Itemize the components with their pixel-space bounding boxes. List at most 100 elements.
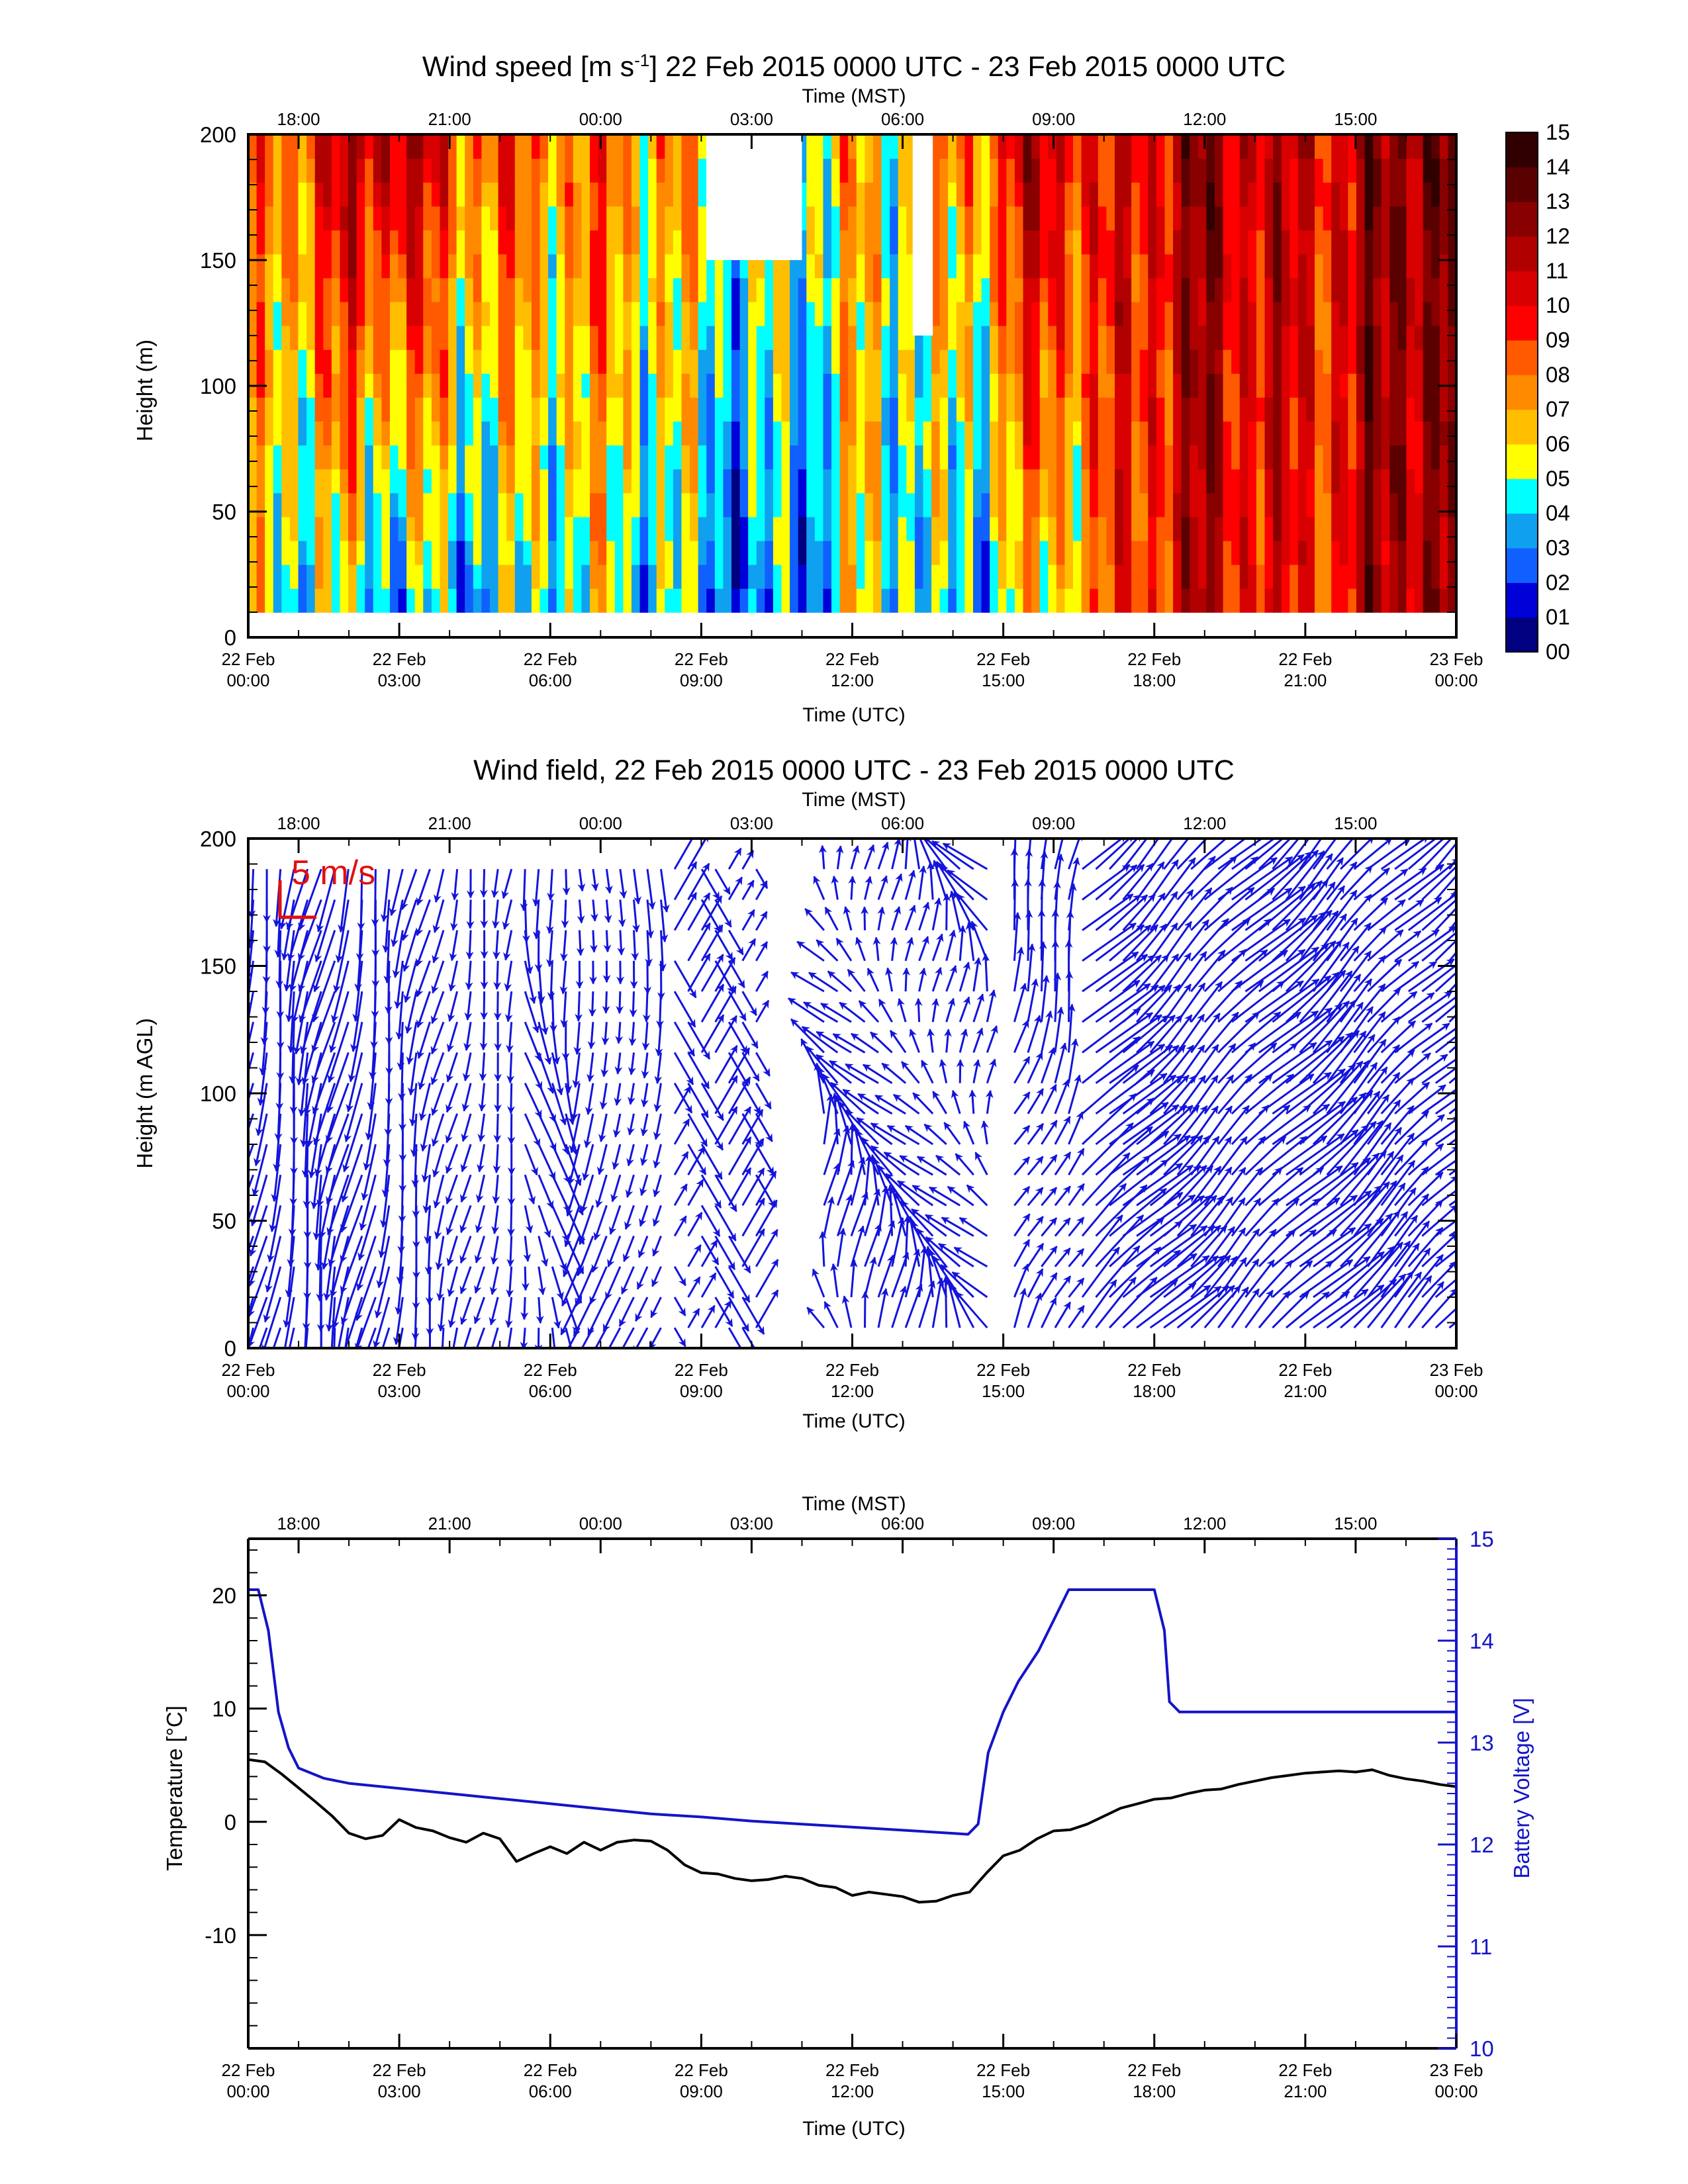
wind-vector — [959, 961, 970, 992]
heat-cell — [1039, 445, 1049, 470]
wind-vector — [1421, 1058, 1456, 1084]
wind-vector — [955, 1291, 988, 1329]
wind-vector — [836, 1228, 847, 1267]
heat-cell — [848, 397, 857, 422]
heat-cell — [956, 516, 966, 541]
wind-vector — [460, 1144, 472, 1173]
heat-cell — [814, 564, 824, 589]
heat-cell — [1315, 277, 1324, 302]
heat-cell — [790, 492, 799, 518]
wind-vector — [1421, 1232, 1456, 1267]
heat-cell — [790, 564, 799, 589]
heat-cell — [273, 540, 283, 565]
heat-cell — [606, 588, 616, 613]
heat-cell — [431, 421, 441, 446]
heat-cell — [365, 182, 374, 207]
wind-vector — [755, 1289, 779, 1328]
wind-vector — [832, 1033, 866, 1054]
wind-vector — [1217, 1227, 1246, 1267]
heat-cell — [1281, 421, 1291, 446]
heat-cell — [1331, 182, 1340, 207]
wind-vector — [1231, 839, 1276, 870]
wind-vector — [329, 991, 350, 1053]
heat-cell — [931, 469, 941, 494]
heat-cell — [348, 301, 357, 326]
heat-cell — [1164, 540, 1174, 565]
wind-vector — [1109, 1043, 1166, 1084]
heat-cell — [1081, 253, 1091, 279]
wind-vector — [1217, 918, 1272, 962]
wind-vector — [919, 839, 934, 870]
heat-cell — [590, 421, 599, 446]
heat-cell — [981, 421, 990, 446]
wind-vector — [1380, 1105, 1415, 1145]
wind-vector — [925, 1236, 961, 1267]
heat-cell — [1006, 516, 1015, 541]
heat-cell — [314, 325, 324, 350]
heat-cell — [723, 564, 732, 589]
heat-cell — [389, 516, 399, 541]
heat-cell — [448, 397, 457, 422]
heat-cell — [389, 277, 399, 302]
heat-cell — [1006, 301, 1015, 326]
wind-vector — [524, 1021, 541, 1062]
wind-vector — [1054, 1248, 1071, 1267]
wind-vector — [589, 1266, 608, 1305]
heat-cell — [1106, 349, 1115, 374]
heat-cell — [1206, 588, 1215, 613]
heat-cell — [1131, 516, 1141, 541]
heat-cell — [1431, 445, 1440, 470]
heat-cell — [990, 373, 999, 398]
wind-vector — [986, 1025, 998, 1053]
heat-cell — [573, 253, 583, 279]
x-tick-label-date: 22 Feb — [524, 649, 577, 669]
heat-cell — [665, 158, 674, 183]
heat-cell — [990, 230, 999, 255]
heat-cell — [314, 182, 324, 207]
heat-cell — [490, 182, 499, 207]
wind-vector — [491, 1205, 500, 1235]
heat-cell — [581, 421, 590, 446]
wind-vector — [1272, 1071, 1332, 1115]
heat-cell — [748, 397, 757, 422]
wind-vector — [341, 1144, 363, 1203]
wind-vector — [687, 1146, 706, 1175]
heat-cell — [598, 588, 608, 613]
heat-cell — [1215, 301, 1224, 326]
heat-cell — [681, 277, 690, 302]
heat-cell — [1406, 301, 1415, 326]
wind-vector — [1163, 1255, 1219, 1298]
heat-cell — [1273, 349, 1282, 374]
wind-vector — [1109, 954, 1155, 993]
heat-cell — [981, 206, 990, 231]
heat-cell — [1415, 445, 1424, 470]
heat-cell — [765, 564, 774, 589]
heat-cell — [1381, 253, 1391, 279]
heat-cell — [990, 588, 999, 613]
wind-vector-field — [248, 839, 1456, 1348]
x-tick-label-time: 21:00 — [1284, 2081, 1327, 2101]
heat-cell — [1139, 325, 1149, 350]
heat-cell — [1339, 564, 1349, 589]
heat-cell — [1356, 325, 1366, 350]
x-tick-label-date: 22 Feb — [1278, 649, 1332, 669]
heat-cell — [306, 158, 316, 183]
heat-cell — [1406, 230, 1415, 255]
wind-vector — [489, 1297, 499, 1326]
heat-cell — [1156, 134, 1166, 159]
heat-cell — [356, 588, 366, 613]
heat-cell — [981, 277, 990, 302]
wind-vector — [687, 1113, 708, 1147]
wind-vector — [741, 1228, 765, 1267]
heat-cell — [623, 421, 632, 446]
heat-cell — [1197, 492, 1207, 518]
heat-cell — [1114, 134, 1124, 159]
wind-vector — [1312, 857, 1344, 901]
heat-cell — [748, 469, 757, 494]
wind-vector — [1095, 1126, 1153, 1176]
heat-cell — [606, 134, 616, 159]
wind-vector — [1136, 1164, 1194, 1206]
heat-cell — [990, 158, 999, 183]
heat-cell — [1248, 253, 1257, 279]
wind-vector — [589, 930, 598, 953]
